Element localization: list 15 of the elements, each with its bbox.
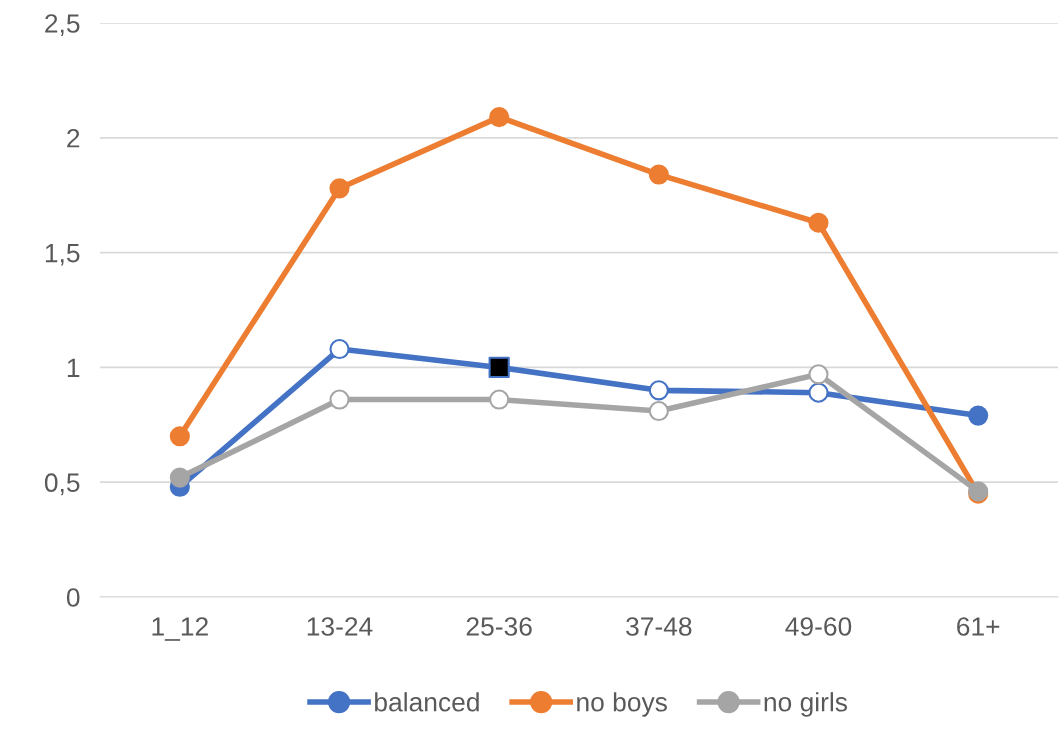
legend-label: no boys	[577, 692, 667, 717]
y-tick-label: 2	[67, 128, 80, 148]
x-tick-label: 37-48	[626, 617, 692, 636]
x-tick-label: 61+	[957, 617, 1000, 636]
x-tick-label: 1_12	[152, 617, 208, 641]
x-tick-label: 13-24	[307, 617, 373, 636]
y-tick-label: 1	[67, 358, 80, 377]
y-tick-label: 1,5	[45, 244, 80, 266]
y-tick-label: 2,5	[45, 14, 80, 36]
y-tick-label: 0,5	[44, 473, 80, 496]
x-tick-label: 25-36	[466, 617, 532, 636]
legend-label: balanced	[375, 692, 479, 712]
x-tick-label: 49-60	[785, 617, 852, 636]
y-tick-label: 0	[66, 588, 80, 607]
legend-label: no girls	[764, 692, 848, 717]
